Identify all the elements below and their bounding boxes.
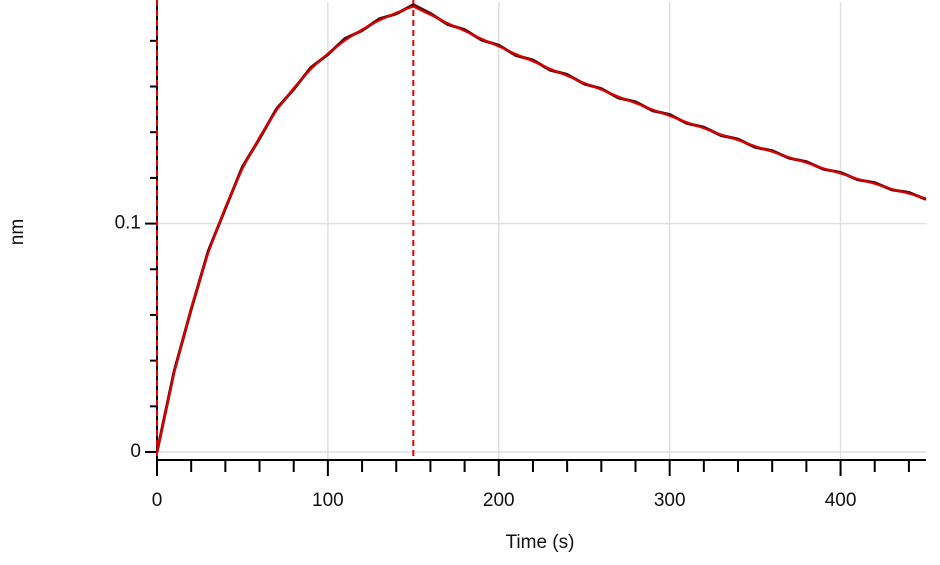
y-axis-label: nm: [7, 219, 28, 245]
x-axis-label: Time (s): [506, 532, 575, 553]
x-tick-label: 400: [825, 490, 857, 511]
x-tick-label: 0: [152, 490, 163, 511]
series-line: [155, 3, 927, 453]
x-tick-label: 200: [483, 490, 515, 511]
series-line: [156, 5, 927, 453]
x-tick-label: 300: [654, 490, 686, 511]
y-tick-label: 0: [130, 441, 141, 462]
x-tick-label: 100: [312, 490, 344, 511]
y-tick-label: 0.1: [115, 213, 141, 234]
